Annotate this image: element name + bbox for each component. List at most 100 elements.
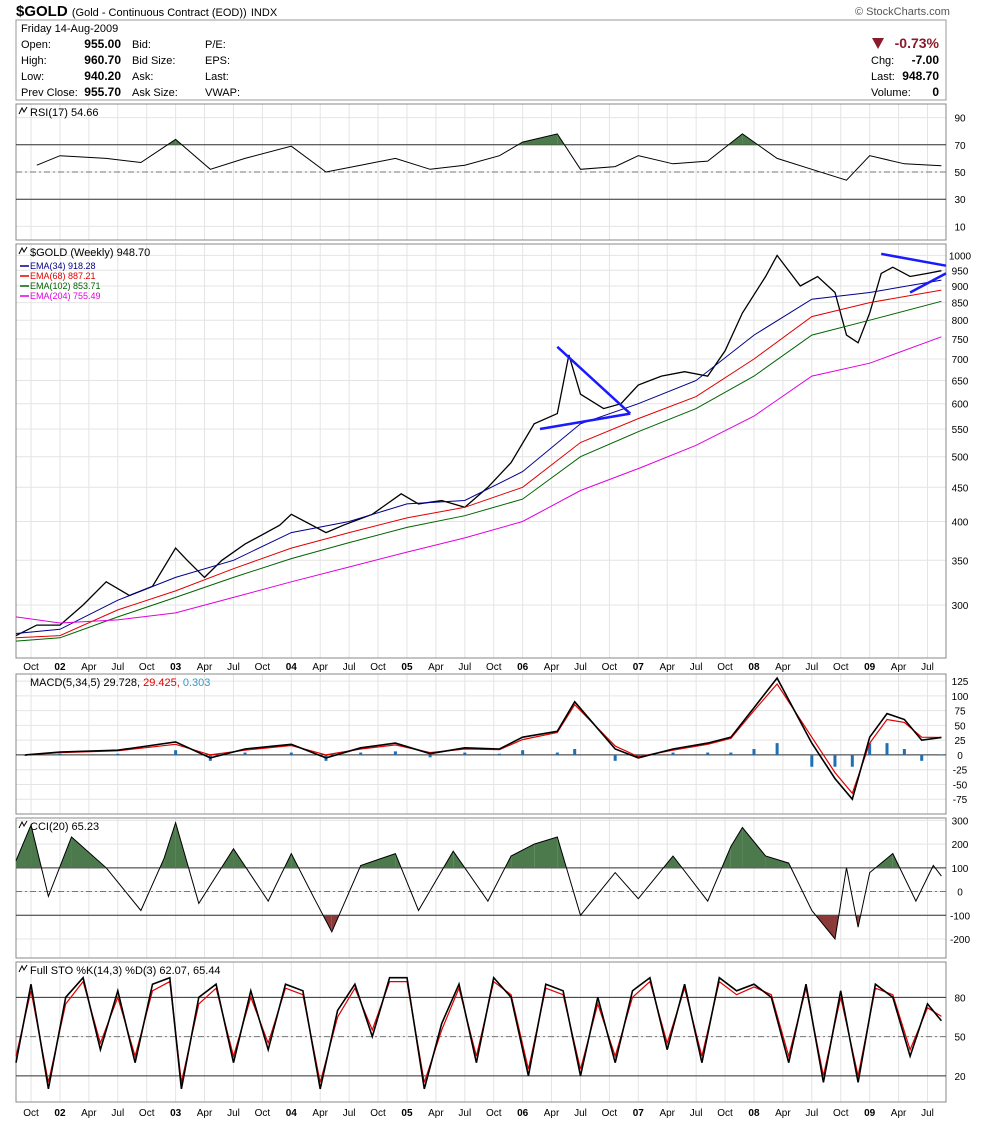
- quote-label: Ask:: [132, 71, 153, 83]
- quote-label: Volume:: [871, 87, 911, 99]
- x-tick-label: 09: [864, 1108, 876, 1119]
- x-tick-label: Jul: [227, 662, 240, 673]
- indicator-icon: [18, 820, 28, 829]
- x-tick-label: Jul: [343, 662, 356, 673]
- x-tick-label: 04: [286, 662, 298, 673]
- macd-histogram-bar: [174, 750, 178, 755]
- y-tick-label: 300: [952, 816, 969, 827]
- y-tick-label: 10: [954, 222, 966, 233]
- trendline: [880, 252, 947, 267]
- y-tick-label: 100: [952, 864, 969, 875]
- quote-label: Chg:: [871, 55, 894, 67]
- macd-histogram-bar: [833, 754, 837, 767]
- x-tick-label: 06: [517, 662, 529, 673]
- x-tick-label: 07: [633, 662, 645, 673]
- y-tick-label: 650: [952, 376, 969, 387]
- quote-label: Bid Size:: [132, 55, 175, 67]
- quote-label: Low:: [21, 71, 44, 83]
- x-tick-label: Oct: [717, 662, 733, 673]
- sto-title: Full STO %K(14,3) %D(3) 62.07, 65.44: [30, 965, 221, 977]
- quote-date: Friday 14-Aug-2009: [21, 23, 118, 35]
- y-tick-label: 90: [954, 114, 966, 125]
- x-tick-label: Apr: [81, 1108, 97, 1119]
- macd-histogram-bar: [359, 752, 363, 755]
- legend-entry: EMA(102) 853.71: [30, 281, 101, 291]
- x-tick-label: Apr: [544, 662, 560, 673]
- cci-up-fill: [742, 827, 766, 868]
- y-tick-label: 350: [952, 556, 969, 567]
- y-tick-label: 0: [957, 888, 963, 899]
- y-tick-label: 25: [954, 736, 966, 747]
- cci-up-fill: [360, 853, 396, 868]
- y-tick-label: 400: [952, 518, 969, 529]
- legend-entry: EMA(68) 887.21: [30, 271, 96, 281]
- x-tick-label: 05: [401, 662, 413, 673]
- rsi-line: [36, 133, 942, 181]
- y-tick-label: 50: [954, 168, 966, 179]
- x-tick-label: Oct: [370, 1108, 386, 1119]
- trendline: [539, 412, 631, 431]
- x-tick-label: Jul: [805, 1108, 818, 1119]
- y-tick-label: 50: [954, 1033, 966, 1044]
- x-tick-label: 02: [54, 1108, 66, 1119]
- x-tick-label: Apr: [775, 1108, 791, 1119]
- quote-value: 940.20: [84, 69, 121, 83]
- cci-up-fill: [164, 822, 176, 868]
- x-tick-label: Oct: [602, 662, 618, 673]
- macd-histogram-bar: [902, 749, 906, 755]
- y-tick-label: 500: [952, 453, 969, 464]
- macd-histogram-bar: [920, 754, 924, 761]
- legend-entry: EMA(34) 918.28: [30, 261, 96, 271]
- macd-histogram-bar: [752, 749, 756, 755]
- macd-histogram-bar: [775, 743, 779, 755]
- indicator-icon: [18, 964, 28, 973]
- x-tick-label: Oct: [602, 1108, 618, 1119]
- x-tick-label: 08: [748, 662, 760, 673]
- y-tick-label: 70: [954, 141, 966, 152]
- y-tick-label: 200: [952, 840, 969, 851]
- price-line: [15, 254, 942, 637]
- macd-line: [25, 683, 942, 795]
- macd-histogram-bar: [850, 754, 854, 767]
- y-tick-label: -50: [953, 780, 968, 791]
- quote-box: [15, 19, 947, 101]
- macd-title-part: 0.303: [180, 677, 211, 689]
- quote-value: 948.70: [902, 69, 939, 83]
- price-panel-frame: [15, 243, 947, 659]
- y-tick-label: 125: [952, 677, 969, 688]
- x-tick-label: Oct: [717, 1108, 733, 1119]
- quote-label: Ask Size:: [132, 87, 178, 99]
- x-tick-label: Oct: [139, 1108, 155, 1119]
- ema-line: [15, 336, 942, 624]
- y-tick-label: -100: [950, 911, 970, 922]
- y-tick-label: 450: [952, 483, 969, 494]
- macd-histogram-bar: [428, 754, 432, 758]
- y-tick-label: 75: [954, 707, 966, 718]
- cci-up-fill: [511, 844, 535, 868]
- y-tick-label: 550: [952, 425, 969, 436]
- rsi-title: RSI(17) 54.66: [30, 107, 98, 119]
- y-tick-label: -25: [953, 766, 968, 777]
- sto-line: [15, 975, 943, 1090]
- macd-title-part: MACD(5,34,5) 29.728,: [30, 677, 140, 689]
- x-tick-label: Apr: [197, 662, 213, 673]
- rsi-overbought-fill: [522, 133, 558, 145]
- x-tick-label: Jul: [805, 662, 818, 673]
- x-tick-label: 08: [748, 1108, 760, 1119]
- macd-histogram-bar: [939, 754, 943, 756]
- x-tick-label: Apr: [428, 662, 444, 673]
- quote-label: Last:: [871, 71, 895, 83]
- quote-label: P/E:: [205, 39, 226, 51]
- x-tick-label: 07: [633, 1108, 645, 1119]
- macd-histogram-bar: [289, 752, 293, 755]
- legend-entry: EMA(204) 755.49: [30, 291, 101, 301]
- y-tick-label: 20: [954, 1072, 966, 1083]
- x-tick-label: Apr: [81, 662, 97, 673]
- macd-histogram-bar: [521, 750, 525, 755]
- symbol: $GOLD: [16, 3, 68, 20]
- x-tick-label: Jul: [921, 662, 934, 673]
- macd-histogram-bar: [116, 753, 120, 755]
- quote-label: VWAP:: [205, 87, 240, 99]
- indicator-icon: [18, 106, 28, 115]
